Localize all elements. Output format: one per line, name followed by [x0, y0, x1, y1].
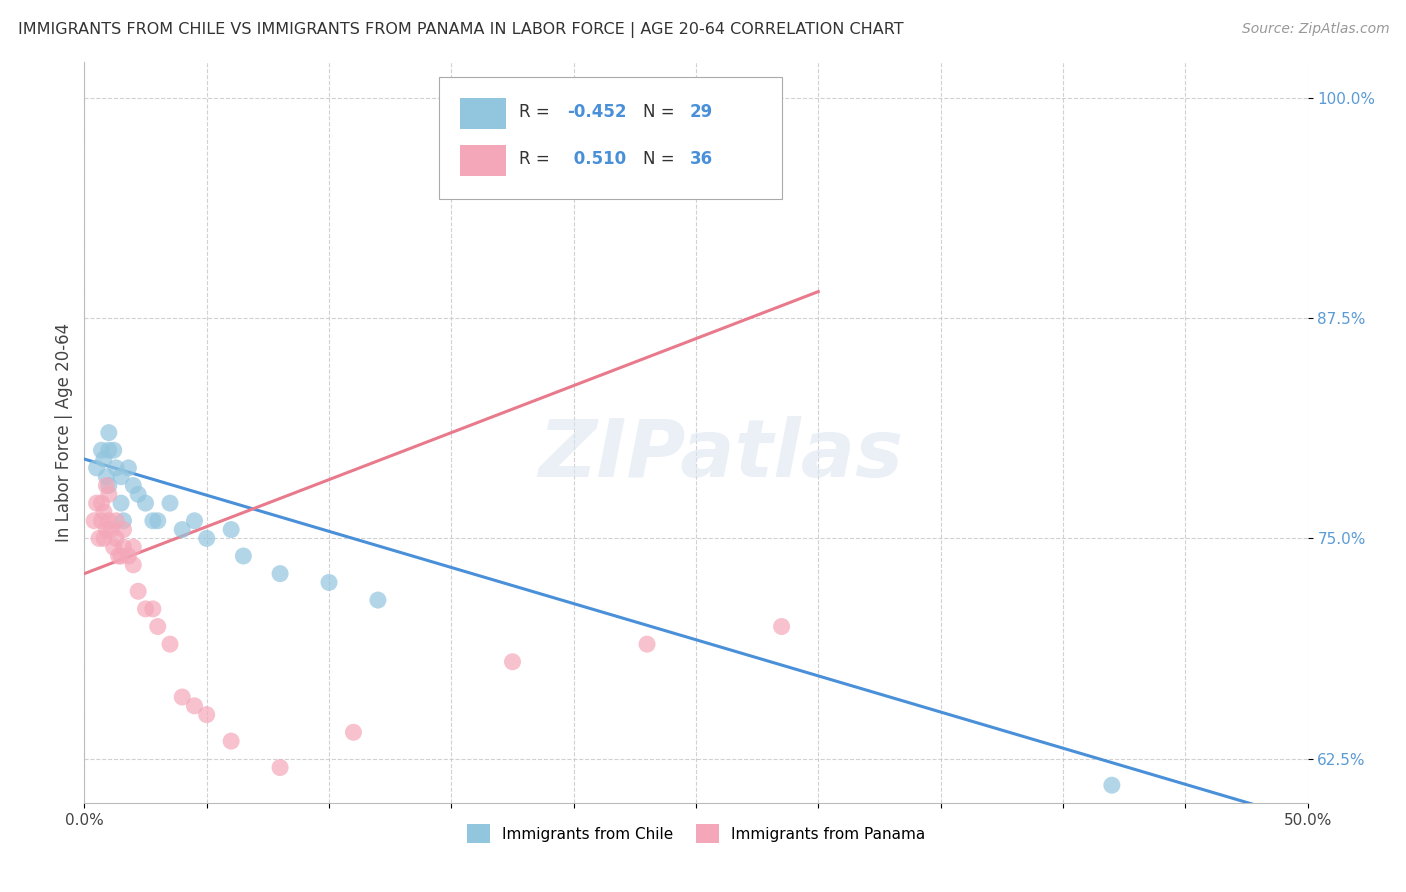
Point — [96, 478, 118, 492]
Point — [929, 805, 952, 819]
Point — [172, 523, 194, 537]
Point — [96, 523, 118, 537]
Point — [105, 461, 128, 475]
Point — [100, 523, 122, 537]
Point — [112, 540, 135, 554]
Text: 0.510: 0.510 — [568, 150, 626, 168]
Point — [97, 425, 120, 440]
Point — [103, 443, 125, 458]
Point — [117, 549, 139, 563]
Point — [183, 514, 205, 528]
Point — [146, 619, 169, 633]
Point — [135, 496, 157, 510]
Text: 29: 29 — [690, 103, 713, 121]
Text: -0.452: -0.452 — [568, 103, 627, 121]
Point — [770, 619, 793, 633]
Point — [636, 637, 658, 651]
Point — [96, 469, 118, 483]
FancyBboxPatch shape — [439, 78, 782, 200]
Point — [105, 514, 128, 528]
Text: IMMIGRANTS FROM CHILE VS IMMIGRANTS FROM PANAMA IN LABOR FORCE | AGE 20-64 CORRE: IMMIGRANTS FROM CHILE VS IMMIGRANTS FROM… — [18, 22, 904, 38]
Point — [117, 461, 139, 475]
Point — [135, 602, 157, 616]
Point — [93, 532, 115, 546]
Point — [142, 514, 165, 528]
Point — [502, 655, 524, 669]
Text: 36: 36 — [690, 150, 713, 168]
Point — [122, 540, 145, 554]
Text: N =: N = — [644, 103, 681, 121]
Point — [183, 698, 205, 713]
Point — [105, 532, 128, 546]
Point — [146, 514, 169, 528]
Point — [318, 575, 340, 590]
Point — [107, 549, 129, 563]
Point — [159, 496, 181, 510]
Point — [93, 505, 115, 519]
Point — [97, 487, 120, 501]
Point — [83, 514, 105, 528]
Point — [110, 549, 132, 563]
Point — [90, 496, 112, 510]
Y-axis label: In Labor Force | Age 20-64: In Labor Force | Age 20-64 — [55, 323, 73, 542]
FancyBboxPatch shape — [460, 145, 506, 176]
Text: R =: R = — [519, 103, 554, 121]
Point — [269, 566, 291, 581]
Point — [112, 523, 135, 537]
Point — [367, 593, 389, 607]
Point — [97, 443, 120, 458]
Legend: Immigrants from Chile, Immigrants from Panama: Immigrants from Chile, Immigrants from P… — [458, 817, 934, 851]
FancyBboxPatch shape — [460, 98, 506, 129]
Point — [97, 478, 120, 492]
Point — [93, 452, 115, 467]
Point — [112, 514, 135, 528]
Point — [159, 637, 181, 651]
Point — [86, 461, 108, 475]
Point — [219, 734, 242, 748]
Point — [90, 443, 112, 458]
Point — [87, 532, 110, 546]
Point — [195, 707, 218, 722]
Point — [86, 496, 108, 510]
Point — [172, 690, 194, 704]
Point — [90, 514, 112, 528]
Point — [127, 487, 149, 501]
Text: N =: N = — [644, 150, 681, 168]
Point — [142, 602, 165, 616]
Point — [110, 469, 132, 483]
Text: ZIPatlas: ZIPatlas — [538, 416, 903, 494]
Point — [1101, 778, 1123, 792]
Text: Source: ZipAtlas.com: Source: ZipAtlas.com — [1241, 22, 1389, 37]
Point — [127, 584, 149, 599]
Point — [269, 760, 291, 774]
Point — [232, 549, 254, 563]
Point — [342, 725, 364, 739]
Point — [122, 558, 145, 572]
Point — [122, 478, 145, 492]
Point — [103, 540, 125, 554]
Point — [110, 496, 132, 510]
Point — [97, 514, 120, 528]
Point — [219, 523, 242, 537]
Text: R =: R = — [519, 150, 554, 168]
Point — [195, 532, 218, 546]
